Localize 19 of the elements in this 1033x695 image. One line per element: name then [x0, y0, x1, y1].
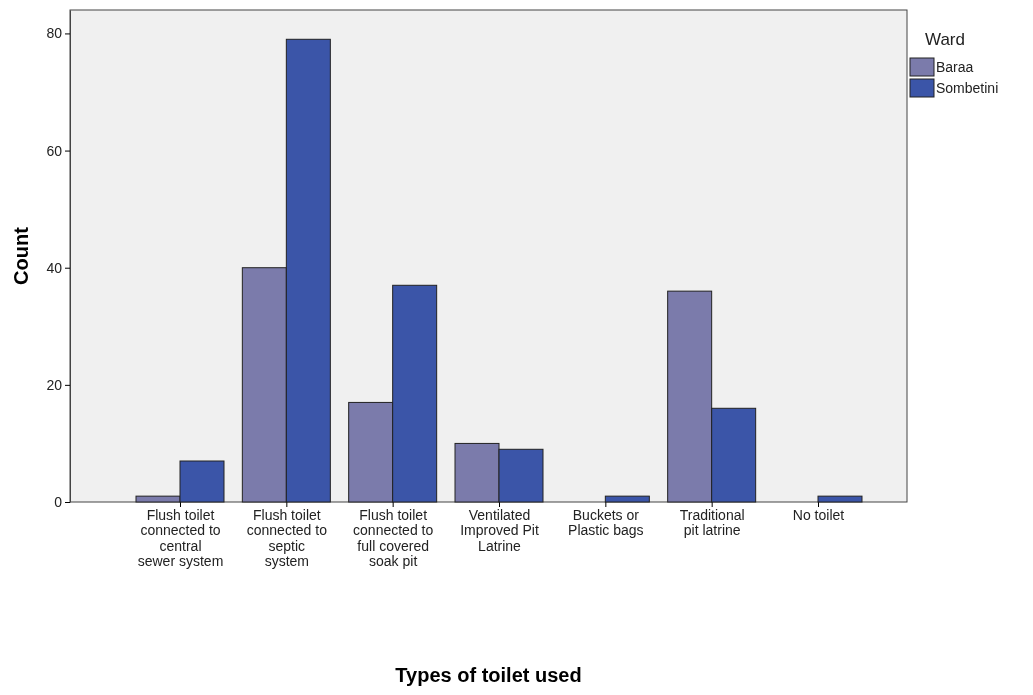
x-tick-label: Flush toilet connected to septic system — [246, 506, 328, 570]
y-axis-title: Count — [10, 226, 32, 285]
y-tick-label: 60 — [46, 142, 63, 159]
x-tick-label: Ventilated Improved Pit Latrine — [460, 506, 539, 554]
y-tick-label: 80 — [46, 25, 63, 42]
x-tick-label: Buckets or Plastic bags — [568, 506, 644, 539]
bar — [604, 495, 650, 503]
y-tick-label: 40 — [46, 259, 63, 276]
legend-title: Ward — [925, 30, 965, 49]
x-tick-label: Flush toilet connected to full covered soak pit — [353, 506, 434, 570]
x-tick-label: No toilet — [792, 506, 845, 523]
y-tick-label: 0 — [54, 493, 63, 510]
legend-label: Baraa — [936, 59, 974, 75]
y-tick-label: 20 — [46, 376, 63, 393]
x-tick-label: Flush toilet connected to central sewer system — [137, 506, 224, 570]
legend-label: Sombetini — [936, 80, 999, 96]
x-tick-label: Traditional pit latrine — [679, 506, 745, 539]
x-axis-title: Types of toilet used — [395, 664, 582, 686]
bar — [817, 495, 863, 503]
